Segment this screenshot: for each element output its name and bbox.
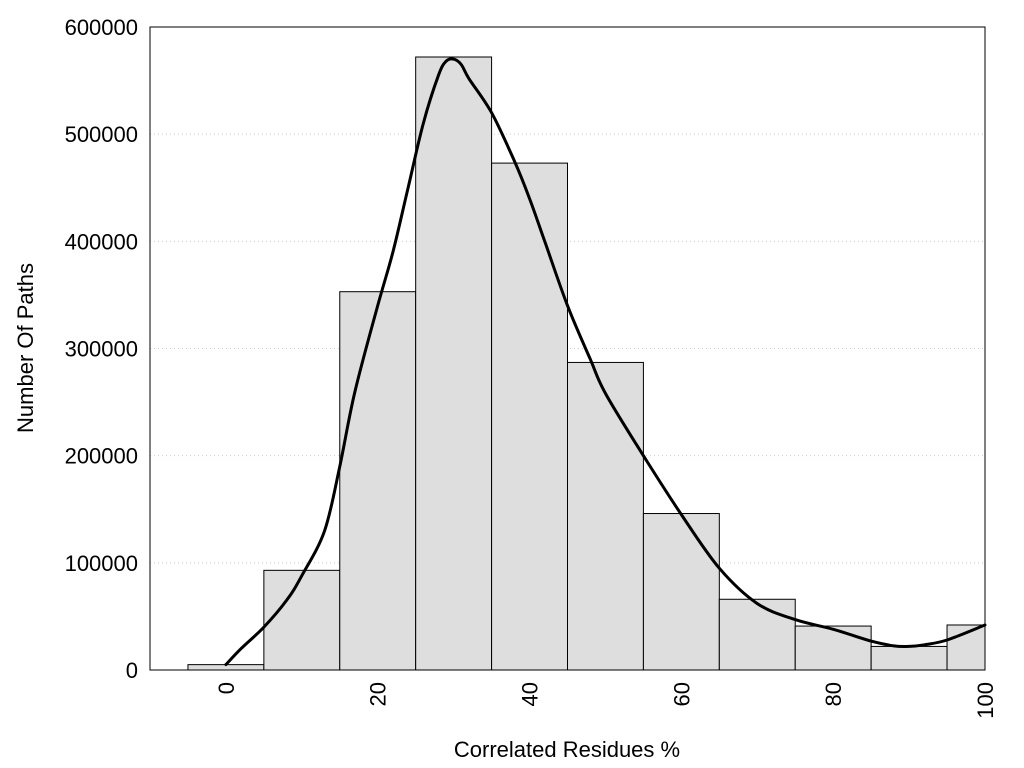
y-tick-label-0: 0 (126, 658, 138, 683)
plot-frame (149, 26, 986, 671)
x-tick-label-80: 80 (821, 682, 846, 706)
histogram-bar-30 (415, 56, 493, 671)
y-axis-ticks: 0 100000 200000 300000 400000 500000 600000 (65, 15, 138, 683)
histogram-bar-60 (642, 513, 720, 671)
x-tick-label-0: 0 (214, 682, 239, 694)
histogram-bar-40 (491, 162, 568, 671)
y-tick-label-200000: 200000 (65, 444, 138, 469)
histogram-bar-50 (567, 361, 644, 671)
histogram-bar-90 (870, 645, 948, 671)
y-tick-label-400000: 400000 (65, 229, 138, 254)
x-axis-ticks: 0 20 40 60 80 100 (214, 682, 998, 719)
x-axis-title: Correlated Residues % (454, 737, 680, 762)
histogram-bar-10 (263, 569, 341, 671)
histogram-bar-80 (794, 625, 872, 671)
histogram-bar-70 (718, 598, 796, 671)
x-tick-label-20: 20 (366, 682, 391, 706)
x-tick-label-40: 40 (518, 682, 543, 706)
x-tick-label-100: 100 (973, 682, 998, 719)
y-tick-label-600000: 600000 (65, 15, 138, 40)
y-tick-label-500000: 500000 (65, 122, 138, 147)
histogram-bar-20 (339, 291, 417, 671)
density-curve (224, 57, 987, 667)
y-axis-title: Number Of Paths (13, 263, 38, 433)
x-tick-label-60: 60 (669, 682, 694, 706)
histogram-bars (187, 56, 986, 671)
y-tick-label-100000: 100000 (65, 551, 138, 576)
y-tick-label-300000: 300000 (65, 337, 138, 362)
